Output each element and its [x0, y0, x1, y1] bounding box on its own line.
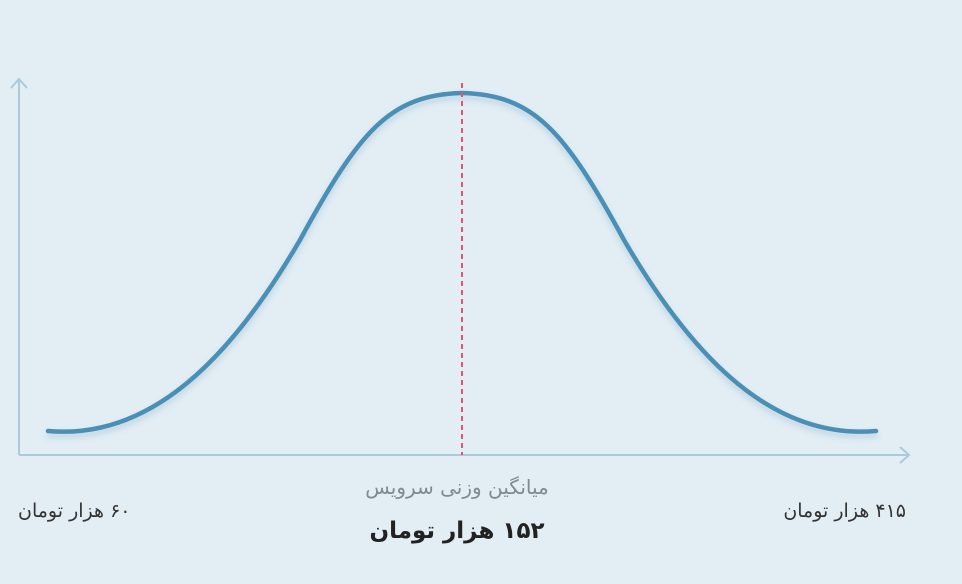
y-axis-arrow: [10, 77, 28, 89]
max-price-label: ۴۱۵ هزار تومان: [783, 500, 906, 522]
average-caption: میانگین وزنی سرویس: [365, 475, 549, 499]
min-price-label: ۶۰ هزار تومان: [18, 500, 131, 522]
x-axis-arrow: [899, 446, 911, 464]
average-price: ۱۵۲ هزار تومان: [369, 518, 545, 544]
